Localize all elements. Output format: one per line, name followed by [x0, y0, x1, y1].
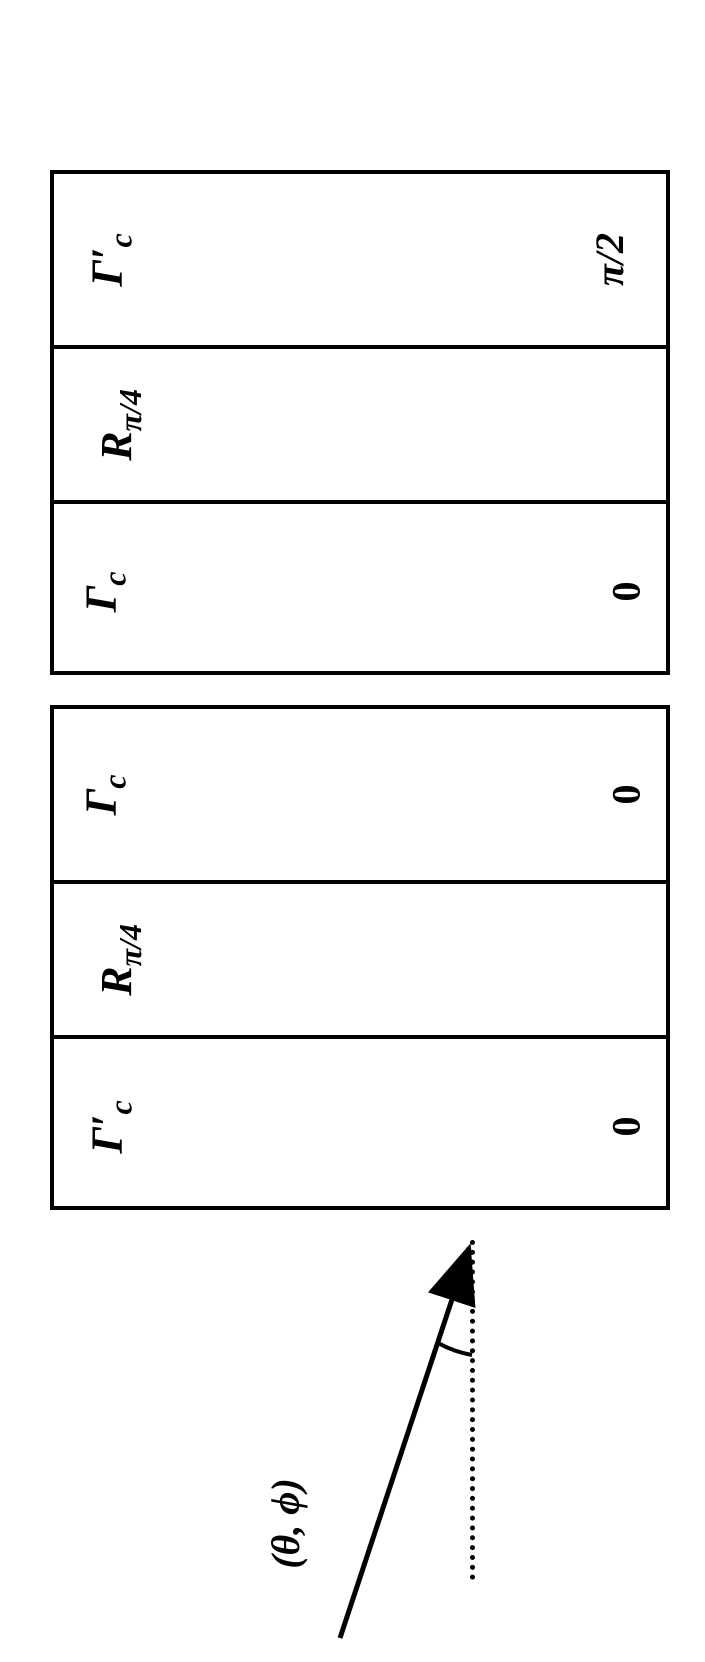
subscript-c: c [96, 774, 132, 788]
stage-label: Rπ/4 [91, 924, 149, 996]
stage-row: Rπ/4 [54, 349, 666, 504]
diagram-root: (θ, ϕ) Γc 0 Rπ/4 Γ′c 0 [0, 0, 705, 1662]
beam-section: (θ, ϕ) [280, 1240, 660, 1640]
rotation-R: R [92, 966, 141, 995]
incident-beam-arrow [280, 1240, 660, 1660]
beam-angle-label: (θ, ϕ) [262, 1478, 309, 1569]
stage-angle: π/2 [586, 233, 633, 286]
stage-row: Γ′c 0 [54, 1039, 666, 1214]
gamma-c: Γ [76, 788, 125, 815]
subscript-c: c [102, 1100, 138, 1114]
rotation-R: R [92, 431, 141, 460]
stage-angle: 0 [603, 1117, 650, 1137]
subscript-pi4: π/4 [112, 389, 148, 431]
optical-stage-group-1: Γc 0 Rπ/4 Γ′c 0 [50, 705, 670, 1210]
stage-label: Γ′c [82, 1100, 140, 1153]
stage-label: Γc [75, 571, 133, 612]
optical-stage-group-2: Γ′c π/2 Rπ/4 Γc 0 [50, 170, 670, 675]
subscript-c: c [96, 571, 132, 585]
stage-label: Rπ/4 [91, 389, 149, 461]
stage-angle: 0 [603, 582, 650, 602]
gamma-c: Γ [76, 585, 125, 612]
subscript-pi4: π/4 [112, 924, 148, 966]
stage-angle: 0 [603, 785, 650, 805]
stage-label: Γ′c [82, 233, 140, 286]
stage-row: Γc 0 [54, 709, 666, 884]
stage-row: Rπ/4 [54, 884, 666, 1039]
gamma-prime-c: Γ′ [83, 247, 132, 286]
gamma-prime-c: Γ′ [83, 1114, 132, 1153]
pi-over-2: π/2 [587, 233, 632, 286]
beam-label-text: (θ, ϕ) [263, 1478, 308, 1569]
stage-row: Γ′c π/2 [54, 174, 666, 349]
stage-row: Γc 0 [54, 504, 666, 679]
stage-label: Γc [75, 774, 133, 815]
subscript-c: c [102, 233, 138, 247]
